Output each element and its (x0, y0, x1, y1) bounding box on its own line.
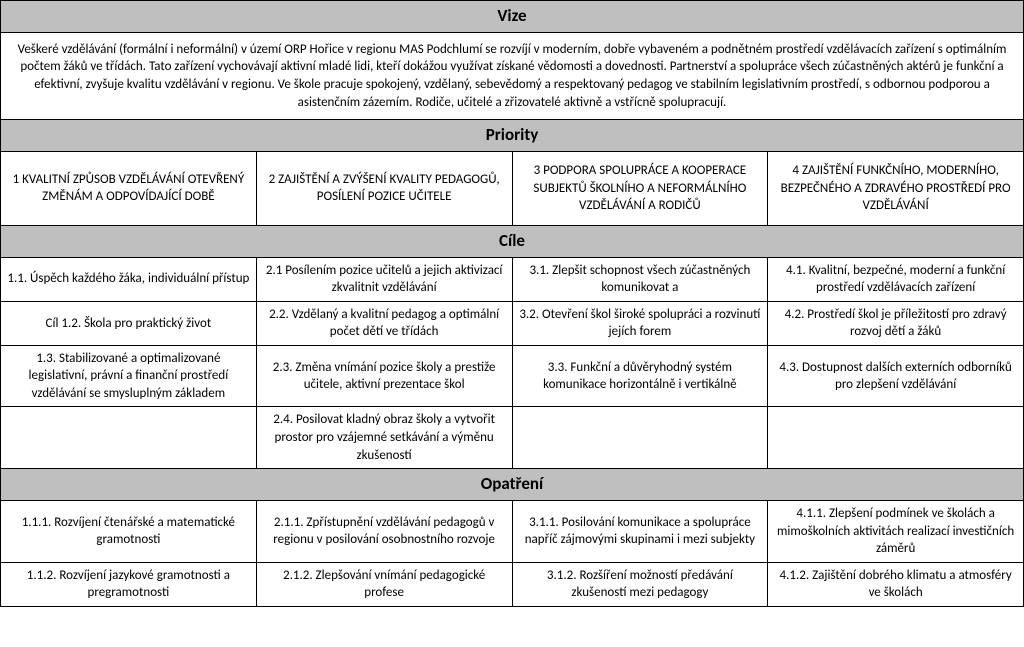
priority-header: Priority (1, 120, 1024, 152)
priority-cell-2: 2 ZAJIŠTĚNÍ A ZVÝŠENÍ KVALITY PEDAGOGŮ, … (256, 152, 512, 226)
vize-body: Veškeré vzdělávání (formální i neformáln… (1, 32, 1024, 119)
opatreni-cell: 2.1.1. Zpřístupnění vzdělávání pedagogů … (256, 501, 512, 563)
cile-cell (1, 407, 257, 469)
opatreni-cell: 3.1.1. Posilování komunikace a spoluprác… (512, 501, 768, 563)
cile-header: Cíle (1, 225, 1024, 257)
opatreni-cell: 4.1.1. Zlepšení podmínek ve školách a mi… (768, 501, 1024, 563)
priority-cell-3: 3 PODPORA SPOLUPRÁCE A KOOPERACE SUBJEKT… (512, 152, 768, 226)
cile-cell: 1.1. Úspěch každého žáka, individuální p… (1, 257, 257, 301)
cile-cell: 2.2. Vzdělaný a kvalitní pedagog a optim… (256, 301, 512, 345)
opatreni-cell: 2.1.2. Zlepšování vnímání pedagogické pr… (256, 562, 512, 606)
opatreni-cell: 1.1.1. Rozvíjení čtenářské a matematické… (1, 501, 257, 563)
cile-cell: 3.1. Zlepšit schopnost všech zúčastněnýc… (512, 257, 768, 301)
cile-cell: 4.3. Dostupnost dalších externích odborn… (768, 345, 1024, 407)
opatreni-header: Opatření (1, 469, 1024, 501)
priority-cell-4: 4 ZAJIŠTĚNÍ FUNKČNÍHO, MODERNÍHO, BEZPEČ… (768, 152, 1024, 226)
vize-header: Vize (1, 1, 1024, 33)
cile-cell: 2.3. Změna vnímání pozice školy a presti… (256, 345, 512, 407)
cile-cell (768, 407, 1024, 469)
cile-cell: 2.4. Posilovat kladný obraz školy a vytv… (256, 407, 512, 469)
cile-cell (512, 407, 768, 469)
strategy-table: Vize Veškeré vzdělávání (formální i nefo… (0, 0, 1024, 607)
opatreni-cell: 1.1.2. Rozvíjení jazykové gramotnosti a … (1, 562, 257, 606)
cile-cell: 3.3. Funkční a důvěryhodný systém komuni… (512, 345, 768, 407)
cile-cell: 3.2. Otevření škol široké spolupráci a r… (512, 301, 768, 345)
cile-cell: 4.1. Kvalitní, bezpečné, moderní a funkč… (768, 257, 1024, 301)
priority-cell-1: 1 KVALITNÍ ZPŮSOB VZDĚLÁVÁNÍ OTEVŘENÝ ZM… (1, 152, 257, 226)
opatreni-cell: 3.1.2. Rozšíření možností předávání zkuš… (512, 562, 768, 606)
cile-cell: 1.3. Stabilizované a optimalizované legi… (1, 345, 257, 407)
cile-cell: Cíl 1.2. Škola pro praktický život (1, 301, 257, 345)
cile-cell: 4.2. Prostředí škol je příležitostí pro … (768, 301, 1024, 345)
opatreni-cell: 4.1.2. Zajištění dobrého klimatu a atmos… (768, 562, 1024, 606)
cile-cell: 2.1 Posílením pozice učitelů a jejich ak… (256, 257, 512, 301)
